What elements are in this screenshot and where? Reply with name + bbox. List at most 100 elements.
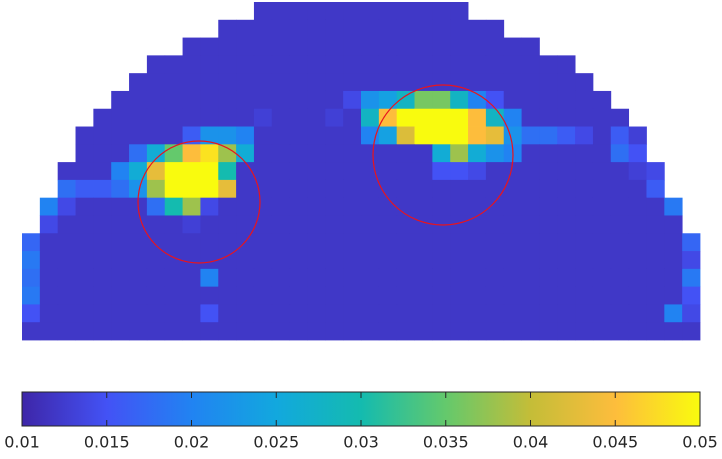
heat-cell	[253, 108, 273, 127]
heat-cell	[343, 126, 362, 145]
heat-cell	[503, 304, 522, 323]
heat-cell	[575, 233, 594, 252]
heat-cell	[557, 233, 576, 252]
heat-cell	[253, 322, 273, 341]
heat-cell	[592, 322, 612, 341]
heat-cell	[468, 90, 487, 110]
heat-cell	[182, 286, 201, 305]
heat-cell	[93, 126, 112, 145]
heat-cell	[164, 197, 183, 216]
heat-cell	[182, 251, 201, 270]
heat-cell	[396, 73, 415, 92]
heat-cell	[450, 197, 469, 216]
heat-cell	[236, 322, 255, 341]
heat-cell	[307, 2, 326, 21]
heat-cell	[146, 126, 166, 145]
heat-cell	[503, 126, 522, 145]
heat-cell	[93, 322, 112, 341]
heat-cell	[378, 268, 398, 288]
heat-cell	[432, 108, 451, 127]
heat-cell	[682, 304, 701, 323]
heat-cell	[129, 73, 148, 92]
heat-cell	[343, 73, 362, 92]
heat-cell	[218, 251, 237, 270]
heat-cell	[307, 179, 326, 199]
heat-cell	[521, 126, 540, 145]
heat-cell	[57, 197, 76, 216]
heat-cell	[485, 108, 505, 127]
heat-cell	[57, 304, 76, 323]
heat-cell	[218, 268, 237, 288]
heat-cell	[236, 126, 255, 145]
heat-cell	[450, 162, 469, 181]
heat-cell	[503, 322, 522, 341]
heat-cell	[521, 251, 540, 270]
heat-cell	[325, 233, 344, 252]
heat-cell	[485, 286, 505, 305]
heat-cell	[271, 215, 291, 234]
heat-cell	[236, 162, 255, 181]
heat-cell	[414, 233, 433, 252]
heat-cell	[682, 322, 701, 341]
heat-cell	[307, 233, 326, 252]
heat-cell	[468, 233, 487, 252]
heat-cell	[485, 268, 505, 288]
heat-cell	[575, 90, 594, 110]
heat-cell	[378, 2, 398, 21]
heat-cell	[218, 197, 237, 216]
heat-cell	[129, 286, 148, 305]
heat-cell	[39, 215, 59, 234]
heat-cell	[414, 2, 433, 21]
heat-cell	[182, 322, 201, 341]
heat-cell	[343, 55, 362, 74]
heat-cell	[378, 37, 398, 56]
heat-cell	[575, 179, 594, 199]
heat-cell	[200, 126, 219, 145]
heat-cell	[129, 322, 148, 341]
heat-cell	[557, 215, 576, 234]
heat-cell	[146, 179, 166, 199]
heat-cell	[646, 179, 665, 199]
heat-cell	[182, 37, 201, 56]
heat-cell	[361, 2, 380, 21]
heat-cell	[361, 19, 380, 38]
heat-cell	[307, 304, 326, 323]
heat-cell	[218, 215, 237, 234]
heat-cell	[503, 233, 522, 252]
heat-cell	[682, 286, 701, 305]
heat-cell	[592, 108, 612, 127]
heat-cell	[450, 286, 469, 305]
heat-cell	[182, 179, 201, 199]
heat-cell	[432, 90, 451, 110]
heat-cell	[39, 251, 59, 270]
heat-cell	[592, 233, 612, 252]
heat-cell	[182, 144, 201, 163]
heat-cell	[664, 322, 683, 341]
heat-cell	[200, 286, 219, 305]
heat-cell	[378, 286, 398, 305]
heat-cell	[253, 55, 273, 74]
heat-cell	[271, 197, 291, 216]
heat-cell	[75, 197, 94, 216]
heat-cell	[218, 322, 237, 341]
colorbar-tick-label: 0.01	[4, 433, 40, 452]
heat-cell	[271, 108, 291, 127]
heat-cell	[521, 322, 540, 341]
heat-cell	[432, 286, 451, 305]
heat-cell	[289, 215, 308, 234]
heat-cell	[378, 179, 398, 199]
heat-cell	[307, 73, 326, 92]
heat-cell	[111, 162, 130, 181]
heat-cell	[646, 304, 665, 323]
heat-cell	[378, 90, 398, 110]
heat-cell	[432, 2, 451, 21]
heat-cell	[236, 19, 255, 38]
colorbar-tick-label: 0.04	[513, 433, 549, 452]
heat-cell	[325, 144, 344, 163]
heat-cell	[325, 19, 344, 38]
heat-cell	[93, 215, 112, 234]
heat-cell	[343, 108, 362, 127]
heat-cell	[521, 233, 540, 252]
heat-cell	[539, 304, 558, 323]
heat-cell	[307, 90, 326, 110]
